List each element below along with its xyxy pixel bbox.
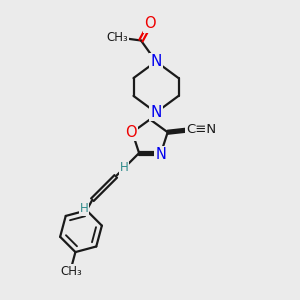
Text: N: N: [150, 54, 162, 69]
Text: N: N: [155, 147, 167, 162]
Text: CH₃: CH₃: [60, 265, 82, 278]
Text: H: H: [120, 161, 128, 175]
Text: H: H: [80, 202, 88, 214]
Text: O: O: [125, 125, 136, 140]
Text: C≡N: C≡N: [186, 123, 216, 136]
Text: CH₃: CH₃: [106, 31, 128, 44]
Text: O: O: [144, 16, 156, 32]
Text: N: N: [150, 105, 162, 120]
